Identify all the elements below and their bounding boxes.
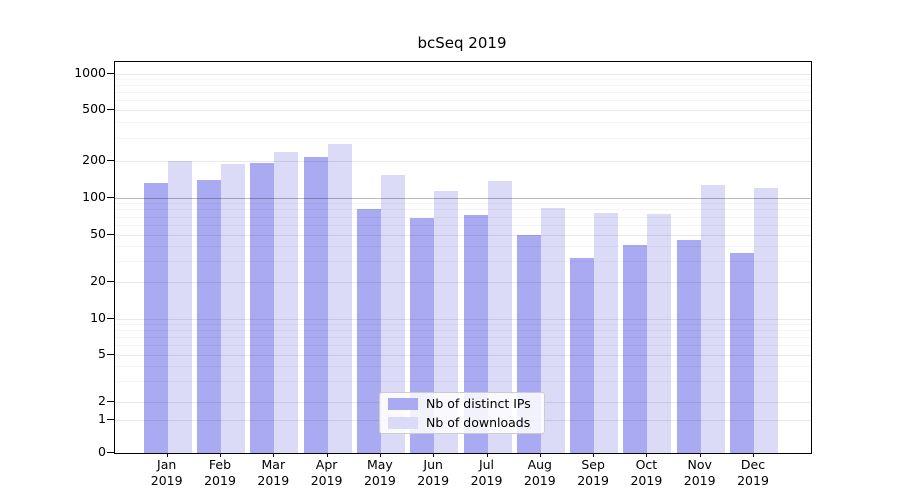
x-tick-mark — [273, 453, 275, 457]
legend-label: Nb of distinct IPs — [426, 396, 531, 411]
minor-gridline — [115, 122, 811, 124]
bar-distinct-ips — [143, 183, 168, 453]
major-gridline — [115, 318, 811, 320]
y-tick-label: 500 — [82, 101, 106, 116]
legend-label: Nb of downloads — [426, 415, 531, 430]
minor-gridline — [115, 260, 811, 262]
minor-gridline — [115, 216, 811, 218]
major-gridline — [115, 197, 811, 199]
bar-downloads — [754, 188, 778, 453]
x-tick-label: May 2019 — [363, 457, 396, 488]
minor-gridline — [115, 381, 811, 383]
x-tick-label: Nov 2019 — [683, 457, 716, 488]
y-tick-mark — [107, 72, 114, 74]
y-tick-label: 100 — [82, 188, 106, 204]
legend-swatch-icon — [388, 416, 418, 429]
bar-distinct-ips — [730, 252, 754, 453]
minor-gridline — [115, 337, 811, 339]
legend: Nb of distinct IPs Nb of downloads — [379, 392, 545, 434]
bar-distinct-ips — [676, 239, 701, 453]
minor-gridline — [115, 246, 811, 248]
major-gridline — [115, 110, 811, 111]
major-gridline — [115, 234, 811, 236]
bar-downloads — [700, 185, 725, 453]
major-gridline — [115, 160, 811, 162]
y-tick-label: 0 — [98, 444, 106, 459]
x-tick-label: Dec 2019 — [737, 457, 769, 488]
minor-gridline — [115, 209, 811, 211]
x-tick-label: Jul 2019 — [470, 457, 503, 488]
y-tick-mark — [107, 317, 114, 319]
x-tick-mark — [699, 453, 701, 457]
minor-gridline — [115, 330, 811, 332]
minor-gridline — [115, 138, 811, 140]
legend-swatch-icon — [388, 397, 418, 410]
minor-gridline — [115, 203, 811, 205]
bar-downloads — [647, 214, 672, 453]
y-tick-label: 1000 — [74, 64, 106, 80]
major-gridline — [115, 355, 811, 356]
chart-title: bcSeq 2019 — [417, 34, 507, 52]
x-tick-label: Jan 2019 — [150, 457, 183, 488]
x-tick-mark — [539, 453, 541, 457]
legend-item: Nb of distinct IPs — [388, 396, 536, 412]
bar-downloads — [274, 151, 299, 453]
y-tick-mark — [107, 281, 114, 282]
y-tick-label: 2 — [98, 393, 106, 408]
x-tick-label: Oct 2019 — [630, 457, 663, 488]
minor-gridline — [115, 85, 811, 87]
bar-distinct-ips — [250, 163, 275, 453]
y-tick-mark — [107, 354, 114, 355]
y-tick-mark — [107, 419, 114, 420]
bar-distinct-ips — [570, 257, 595, 453]
major-gridline — [115, 73, 811, 75]
minor-gridline — [115, 345, 811, 347]
minor-gridline — [115, 224, 811, 226]
bar-distinct-ips — [623, 244, 648, 453]
bar-distinct-ips — [303, 157, 328, 453]
y-tick-label: 5 — [98, 346, 106, 361]
minor-gridline — [115, 324, 811, 326]
x-tick-mark — [593, 453, 595, 457]
minor-gridline — [115, 100, 811, 102]
x-tick-mark — [753, 453, 754, 457]
y-tick-mark — [107, 196, 114, 198]
x-tick-mark — [379, 453, 381, 457]
x-tick-label: Jun 2019 — [417, 457, 450, 488]
x-tick-label: Sep 2019 — [577, 457, 609, 488]
x-tick-label: Mar 2019 — [257, 457, 290, 488]
y-tick-label: 1 — [98, 411, 106, 426]
bar-downloads — [221, 164, 245, 453]
y-tick-label: 20 — [90, 273, 106, 288]
minor-gridline — [115, 366, 811, 368]
y-tick-mark — [107, 401, 114, 402]
bar-downloads — [327, 143, 352, 453]
bar-downloads — [167, 161, 192, 453]
major-gridline — [115, 282, 811, 283]
bar-downloads — [594, 212, 619, 453]
x-tick-mark — [433, 453, 435, 457]
x-tick-mark — [220, 453, 221, 457]
y-tick-label: 10 — [90, 309, 106, 325]
y-tick-label: 50 — [90, 225, 106, 241]
y-tick-mark — [107, 233, 114, 235]
x-tick-label: Apr 2019 — [310, 457, 343, 488]
y-tick-label: 200 — [82, 151, 106, 167]
minor-gridline — [115, 92, 811, 94]
y-tick-mark — [107, 109, 114, 110]
x-tick-mark — [326, 453, 328, 457]
legend-item: Nb of downloads — [388, 415, 536, 431]
x-tick-mark — [646, 453, 648, 457]
y-tick-mark — [107, 452, 114, 453]
x-tick-label: Feb 2019 — [204, 457, 236, 488]
y-tick-mark — [107, 159, 114, 161]
bar-distinct-ips — [197, 179, 221, 453]
bar-distinct-ips — [356, 208, 381, 453]
x-tick-label: Aug 2019 — [523, 457, 556, 488]
minor-gridline — [115, 79, 811, 81]
x-tick-mark — [486, 453, 488, 457]
x-tick-mark — [166, 453, 168, 457]
